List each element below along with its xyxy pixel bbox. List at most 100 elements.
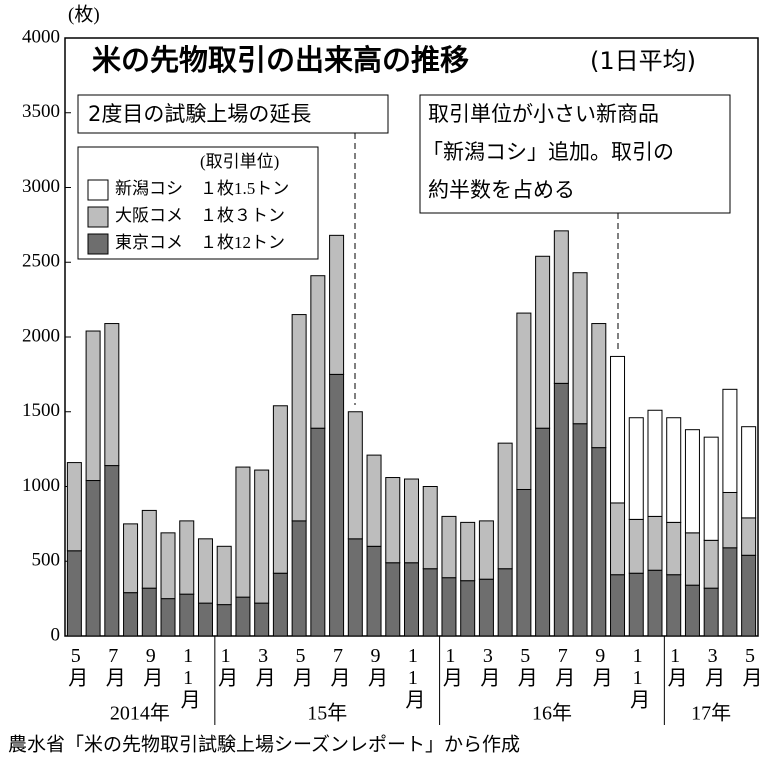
bar-segment bbox=[572, 272, 588, 425]
bar-segment bbox=[703, 436, 719, 541]
bar-segment bbox=[104, 323, 120, 467]
chart-subtitle: (1日平均) bbox=[590, 47, 696, 75]
y-tick-label: 4000 bbox=[22, 26, 60, 47]
x-tick-label: 7月 bbox=[552, 645, 575, 687]
bar-segment bbox=[497, 442, 513, 570]
bar-segment bbox=[66, 550, 82, 637]
bar-segment bbox=[216, 545, 232, 606]
bar-segment bbox=[366, 454, 382, 547]
bar-segment bbox=[272, 405, 288, 574]
bar-segment bbox=[684, 429, 700, 534]
bar-segment bbox=[516, 488, 532, 637]
bar-segment bbox=[366, 545, 382, 637]
bar-segment bbox=[160, 532, 176, 600]
bar-segment bbox=[329, 373, 345, 637]
x-tick-label: 9月 bbox=[364, 645, 387, 687]
bar-segment bbox=[666, 574, 682, 637]
x-tick-label: 7月 bbox=[102, 645, 125, 687]
y-tick-label: 1500 bbox=[22, 400, 60, 421]
bar-segment bbox=[235, 596, 251, 637]
bar-segment bbox=[85, 480, 101, 637]
bar-segment bbox=[441, 515, 457, 579]
x-tick-label: 11月 bbox=[627, 645, 650, 709]
bar-segment bbox=[310, 427, 326, 637]
annotation: 「新潟コシ」追加。取引の bbox=[422, 140, 674, 164]
annotation-box bbox=[77, 94, 389, 134]
y-tick-label: 500 bbox=[32, 550, 61, 571]
bar-segment bbox=[535, 427, 551, 637]
bar-segment bbox=[179, 593, 195, 637]
year-label: 16年 bbox=[532, 702, 572, 725]
bar-segment bbox=[385, 477, 401, 564]
x-tick-label: 5月 bbox=[65, 645, 88, 687]
bar-segment bbox=[628, 572, 644, 637]
x-tick-label: 3月 bbox=[702, 645, 725, 687]
bar-segment bbox=[647, 409, 663, 517]
bar-segment bbox=[291, 314, 307, 522]
x-tick-label: 11月 bbox=[402, 645, 425, 709]
bar-segment bbox=[591, 323, 607, 449]
bar-segment bbox=[141, 509, 157, 589]
bar-segment bbox=[666, 521, 682, 576]
bar-segment bbox=[516, 312, 532, 490]
bar-segment bbox=[610, 502, 626, 576]
bar-segment bbox=[404, 478, 419, 564]
bar-segment bbox=[478, 578, 494, 637]
x-tick-label: 3月 bbox=[252, 645, 275, 687]
x-tick-label: 7月 bbox=[327, 645, 350, 687]
legend-swatch bbox=[87, 179, 109, 201]
bar-segment bbox=[347, 411, 363, 540]
annotation: 取引単位が小さい新商品 bbox=[428, 102, 659, 126]
bar-segment bbox=[272, 572, 288, 637]
bar-segment bbox=[385, 562, 401, 637]
bar-segment bbox=[478, 520, 494, 580]
bar-segment bbox=[572, 423, 588, 637]
x-tick-label: 9月 bbox=[589, 645, 612, 687]
annotation: 2度目の試験上場の延長 bbox=[88, 102, 311, 126]
x-tick-label: 1月 bbox=[215, 645, 238, 687]
year-label: 15年 bbox=[307, 702, 347, 725]
bar-segment bbox=[741, 554, 757, 637]
legend-title: (取引単位) bbox=[200, 152, 279, 171]
bar-segment bbox=[722, 491, 738, 549]
bar-segment bbox=[254, 469, 270, 604]
bar-segment bbox=[497, 568, 513, 637]
bar-segment bbox=[441, 577, 457, 637]
bar-segment bbox=[197, 538, 213, 604]
bar-segment bbox=[684, 584, 700, 637]
source: 農水省「米の先物取引試験上場シーズンレポート」から作成 bbox=[8, 733, 520, 755]
bar-segment bbox=[160, 598, 176, 637]
x-tick-label: 5月 bbox=[739, 645, 762, 687]
bar-segment bbox=[179, 520, 195, 595]
bar-segment bbox=[254, 602, 270, 637]
annotation-box bbox=[419, 94, 731, 214]
bar-segment bbox=[85, 330, 101, 482]
bar-segment bbox=[422, 568, 438, 637]
legend-label: 新潟コシ １枚1.5トン bbox=[115, 179, 289, 198]
y-tick-label: 2500 bbox=[22, 251, 60, 272]
bar-segment bbox=[197, 602, 213, 637]
bar-segment bbox=[610, 355, 626, 504]
bar-segment bbox=[628, 417, 644, 520]
legend bbox=[77, 146, 319, 260]
bar-segment bbox=[703, 539, 719, 589]
bar-segment bbox=[591, 447, 607, 637]
year-label: 17年 bbox=[691, 702, 731, 725]
x-tick-label: 5月 bbox=[290, 645, 313, 687]
bar-segment bbox=[666, 417, 682, 523]
bar-segment bbox=[535, 255, 551, 429]
bar-segment bbox=[647, 515, 663, 571]
bar-segment bbox=[66, 462, 82, 552]
y-tick-label: 2000 bbox=[22, 325, 60, 346]
bar-segment bbox=[291, 520, 307, 637]
bar-segment bbox=[141, 587, 157, 637]
legend-swatch bbox=[87, 233, 109, 255]
annotation: 約半数を占める bbox=[428, 178, 575, 202]
x-tick-label: 9月 bbox=[140, 645, 163, 687]
legend-label: 大阪コメ １枚３トン bbox=[115, 206, 285, 225]
bar-segment bbox=[404, 562, 419, 637]
x-tick-label: 3月 bbox=[477, 645, 500, 687]
bar-segment bbox=[647, 569, 663, 637]
chart-title: 米の先物取引の出来高の推移 bbox=[92, 43, 469, 77]
